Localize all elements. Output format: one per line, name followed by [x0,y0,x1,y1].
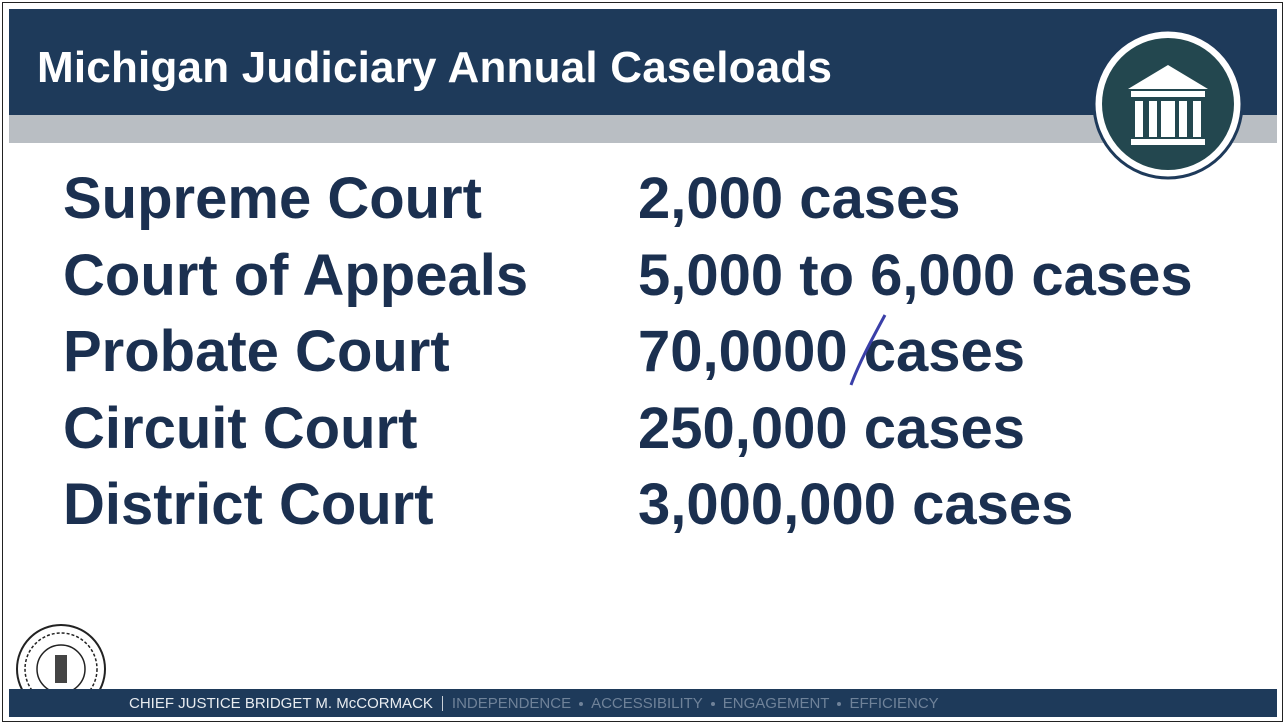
footer-bar: CHIEF JUSTICE BRIDGET M. McCORMACK INDEP… [9,689,1277,717]
court-name: Supreme Court [63,166,482,231]
caseload: 5,000 to 6,000 cases [638,242,1193,308]
caseload: 2,000 cases [638,166,961,231]
caseload: 3,000,000 cases [638,472,1074,537]
dot-separator [710,701,715,706]
separator [441,696,443,711]
header-bar [9,9,1277,115]
header-band [9,115,1277,143]
footer-value: ENGAGEMENT [722,695,830,712]
dot-separator [837,701,842,706]
caseload: 250,000 cases [638,395,1026,461]
footer-name: CHIEF JUSTICE BRIDGET M. McCORMACK [129,695,433,712]
court-logo [1092,28,1244,180]
court-name: District Court [63,472,434,537]
dot-separator [579,701,584,706]
court-name: Court of Appeals [63,242,529,308]
footer-value: EFFICIENCY [849,695,939,712]
slide-title: Michigan Judiciary Annual Caseloads [37,43,833,92]
court-name: Probate Court [63,319,450,384]
footer-text: CHIEF JUSTICE BRIDGET M. McCORMACK INDEP… [129,695,939,712]
court-name: Circuit Court [63,395,418,461]
caseload: 70,0000 cases [638,319,1026,384]
footer-value: ACCESSIBILITY [591,695,703,712]
footer-value: INDEPENDENCE [451,695,572,712]
